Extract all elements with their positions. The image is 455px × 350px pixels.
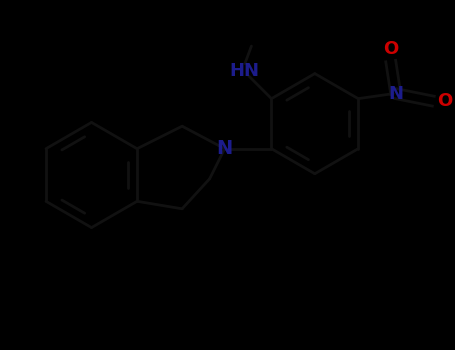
Text: N: N — [217, 139, 233, 158]
Text: O: O — [437, 92, 452, 110]
Text: HN: HN — [229, 62, 259, 80]
Text: O: O — [383, 40, 398, 57]
Text: N: N — [388, 85, 403, 103]
